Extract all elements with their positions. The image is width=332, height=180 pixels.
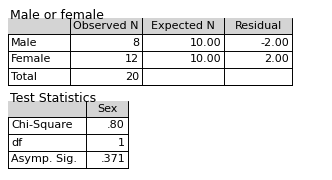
Text: 10.00: 10.00: [189, 55, 221, 64]
Text: 20: 20: [125, 71, 139, 82]
Text: 1: 1: [118, 138, 125, 147]
Bar: [8, 18, 292, 85]
Text: Chi-Square: Chi-Square: [11, 120, 72, 130]
Text: .80: .80: [107, 120, 125, 130]
Text: Male or female: Male or female: [10, 9, 104, 22]
Text: Male: Male: [11, 37, 38, 48]
Text: Female: Female: [11, 55, 51, 64]
Text: df: df: [11, 138, 22, 147]
Text: 12: 12: [125, 55, 139, 64]
Text: Residual: Residual: [234, 21, 282, 31]
Text: Sex: Sex: [97, 104, 117, 114]
Text: Expected N: Expected N: [151, 21, 215, 31]
Text: Test Statistics: Test Statistics: [10, 92, 96, 105]
Text: 2.00: 2.00: [264, 55, 289, 64]
Text: 10.00: 10.00: [189, 37, 221, 48]
Bar: [8, 101, 128, 117]
Text: -2.00: -2.00: [260, 37, 289, 48]
Bar: [8, 101, 128, 168]
Text: Asymp. Sig.: Asymp. Sig.: [11, 154, 77, 165]
Text: .371: .371: [100, 154, 125, 165]
Bar: [8, 18, 292, 34]
Text: Total: Total: [11, 71, 37, 82]
Text: Observed N: Observed N: [73, 21, 139, 31]
Text: 8: 8: [132, 37, 139, 48]
